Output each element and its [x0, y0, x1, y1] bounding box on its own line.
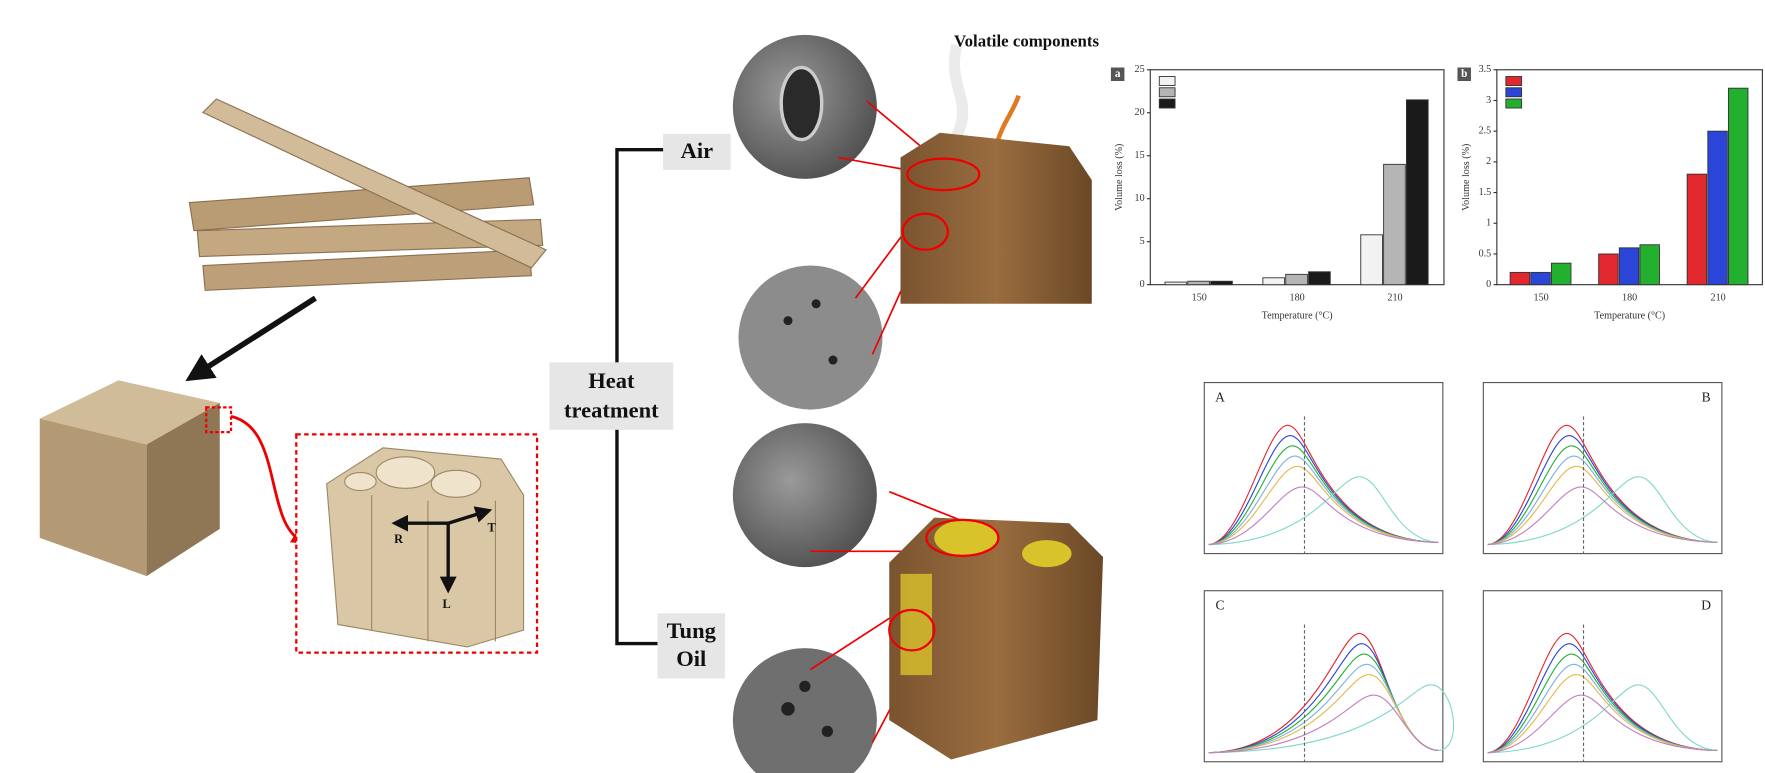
bar: [1640, 245, 1660, 285]
pore-panels: A B C D: [1204, 383, 1722, 762]
y-tick-label: 1: [1486, 218, 1491, 229]
bar: [1165, 282, 1187, 285]
y-tick-label: 3: [1486, 95, 1491, 106]
x-tick-label: 150: [1534, 293, 1549, 304]
y-tick-label: 1.5: [1479, 187, 1492, 198]
legend-swatch: [1159, 77, 1175, 86]
bar: [1510, 272, 1530, 284]
wood-sticks: [189, 99, 546, 290]
bar: [1384, 164, 1406, 284]
y-tick-label: 0.5: [1479, 248, 1492, 259]
panel-letter: b: [1461, 68, 1467, 80]
axis-label: T: [488, 521, 497, 535]
x-tick-label: 210: [1711, 293, 1726, 304]
y-axis-label: Volume loss (%): [1114, 144, 1125, 211]
treated-wood-air: [901, 45, 1092, 304]
bar: [1286, 274, 1308, 284]
y-tick-label: 0: [1140, 279, 1145, 290]
wood-cube: [40, 380, 220, 576]
bar: [1309, 272, 1331, 285]
volatile-label: Volatile components: [954, 32, 1099, 51]
bar: [1728, 88, 1748, 284]
y-tick-label: 5: [1140, 236, 1145, 247]
air-label: Air: [681, 138, 714, 163]
x-axis-label: Temperature (°C): [1594, 311, 1665, 322]
oil-wrap: Tung Oil: [657, 613, 725, 678]
bar: [1551, 263, 1571, 284]
heat-label: Heat treatment: [549, 362, 673, 425]
legend-swatch: [1159, 88, 1175, 97]
axis-label: R: [394, 532, 404, 546]
axis-label: L: [443, 597, 451, 611]
graphical-abstract: R T L Air Heat treatment Tung Oil Volati…: [0, 0, 1765, 773]
y-tick-label: 3.5: [1479, 64, 1492, 75]
cell-structure: [327, 448, 524, 647]
legend-swatch: [1159, 99, 1175, 108]
y-tick-label: 0: [1486, 279, 1491, 290]
bar: [1687, 174, 1707, 285]
bar: [1599, 254, 1619, 285]
x-axis-label: Temperature (°C): [1262, 311, 1333, 322]
legend-swatch: [1506, 77, 1522, 86]
heat-wrap: Heat treatment: [549, 362, 673, 430]
y-tick-label: 25: [1135, 64, 1145, 75]
y-tick-label: 20: [1135, 107, 1145, 118]
y-tick-label: 2.5: [1479, 125, 1492, 136]
legend-swatch: [1506, 99, 1522, 108]
bar: [1188, 281, 1210, 284]
legend-swatch: [1506, 88, 1522, 97]
bar: [1263, 278, 1285, 285]
oil-label: Tung Oil: [657, 613, 725, 674]
y-tick-label: 15: [1135, 150, 1145, 161]
y-tick-label: 10: [1135, 193, 1145, 204]
y-tick-label: 2: [1486, 156, 1491, 167]
panel-letter: C: [1216, 598, 1225, 613]
x-tick-label: 150: [1192, 293, 1207, 304]
bar: [1619, 248, 1639, 285]
panel-letter: B: [1702, 389, 1711, 404]
sem-images: [733, 35, 883, 773]
arrow: [197, 298, 315, 373]
zoom-arrow: [231, 416, 300, 540]
treated-wood-oil: [889, 518, 1103, 760]
x-tick-label: 180: [1622, 293, 1637, 304]
bar: [1406, 100, 1428, 285]
x-tick-label: 210: [1387, 293, 1402, 304]
panel-letter: D: [1701, 598, 1711, 613]
bar: [1708, 131, 1728, 285]
y-axis-label: Volume loss (%): [1461, 144, 1472, 211]
page: { "diagram": { "volatile_label": "Volati…: [0, 0, 1765, 773]
panel-letter: A: [1215, 389, 1225, 404]
pore-frame: [1204, 591, 1443, 762]
bar: [1211, 281, 1233, 284]
panel-letter: a: [1115, 68, 1121, 80]
x-tick-label: 180: [1290, 293, 1305, 304]
bar: [1531, 272, 1551, 284]
bar: [1361, 235, 1383, 285]
